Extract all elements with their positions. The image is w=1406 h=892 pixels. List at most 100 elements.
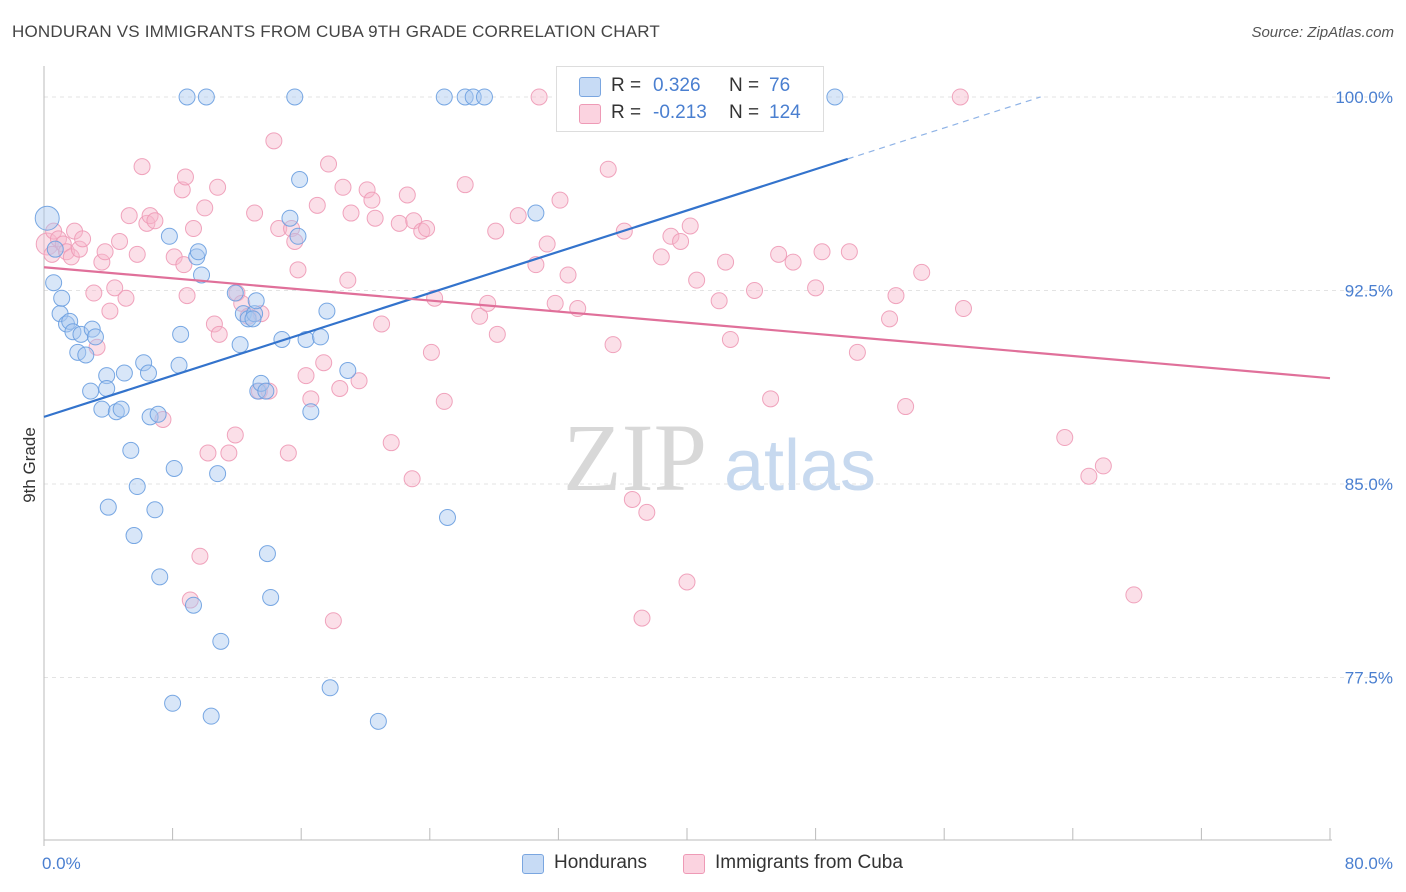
hondurans-point xyxy=(146,501,164,519)
hondurans-point xyxy=(527,204,545,222)
trend-lines xyxy=(43,96,1331,418)
cuba-point xyxy=(717,253,735,271)
cuba-point xyxy=(418,220,436,238)
cuba-point xyxy=(117,289,135,307)
hondurans-point xyxy=(115,364,133,382)
hondurans-point xyxy=(475,88,493,106)
cuba-point xyxy=(681,217,699,235)
cuba-point xyxy=(210,325,228,343)
y-tick-labels: 77.5% 85.0% 92.5% 100.0% xyxy=(1335,88,1393,688)
hondurans-point xyxy=(99,498,117,516)
cuba-point xyxy=(1094,457,1112,475)
hondurans-point xyxy=(826,88,844,106)
cuba-point xyxy=(807,279,825,297)
hondurans-point xyxy=(125,527,143,545)
cuba-point xyxy=(710,292,728,310)
cuba-point xyxy=(623,490,641,508)
cuba-point xyxy=(184,220,202,238)
hondurans-point xyxy=(262,588,280,606)
cuba-point xyxy=(74,230,92,248)
cuba-point xyxy=(688,271,706,289)
r-label: R = xyxy=(611,102,642,123)
cuba-point xyxy=(270,220,288,238)
cuba-swatch xyxy=(579,104,601,124)
series-cuba-points xyxy=(35,88,1143,630)
hondurans-point xyxy=(178,88,196,106)
hondurans-point xyxy=(82,382,100,400)
hondurans-point xyxy=(98,367,116,385)
hondurans-trend-extension xyxy=(847,96,1041,160)
series-hondurans-points xyxy=(34,88,844,730)
hondurans-point xyxy=(321,679,339,697)
axes xyxy=(43,66,1332,846)
hondurans-point xyxy=(435,88,453,106)
n-label: N = xyxy=(729,102,760,123)
hondurans-point xyxy=(209,465,227,483)
watermark-atlas: atlas xyxy=(724,426,876,506)
cuba-point xyxy=(390,214,408,232)
cuba-point xyxy=(297,367,315,385)
x-tick-labels: 0.0% 80.0% xyxy=(42,854,1393,873)
hondurans-point xyxy=(247,292,265,310)
hondurans-point xyxy=(107,403,125,421)
cuba-point xyxy=(220,444,238,462)
cuba-point xyxy=(881,310,899,328)
hondurans-point xyxy=(86,328,104,346)
legend-label: Hondurans xyxy=(554,852,647,873)
cuba-point xyxy=(913,263,931,281)
cuba-point xyxy=(633,609,651,627)
cuba-point xyxy=(308,196,326,214)
cuba-point xyxy=(324,612,342,630)
cuba-point xyxy=(289,261,307,279)
cuba-point xyxy=(181,591,199,609)
cuba-point xyxy=(279,444,297,462)
legend-label: Immigrants from Cuba xyxy=(715,852,903,873)
cuba-point xyxy=(672,232,690,250)
cuba-point xyxy=(320,155,338,173)
cuba-point xyxy=(456,176,474,194)
cuba-point xyxy=(813,243,831,261)
cuba-point xyxy=(382,434,400,452)
cuba-point xyxy=(286,232,304,250)
hondurans-point xyxy=(189,243,207,261)
cuba-point xyxy=(331,380,349,397)
hondurans-point xyxy=(297,330,315,348)
cuba-point xyxy=(413,222,431,240)
cuba-point xyxy=(43,245,61,263)
hondurans-point xyxy=(72,325,90,343)
cuba-point xyxy=(662,227,680,245)
cuba-point xyxy=(196,199,214,217)
hondurans-point xyxy=(149,405,167,423)
cuba-point xyxy=(191,547,209,565)
cuba-point xyxy=(265,132,283,150)
r-value: 0.326 xyxy=(653,75,701,96)
hondurans-point xyxy=(244,310,262,328)
cuba-point xyxy=(599,160,617,178)
cuba-point xyxy=(422,343,440,361)
hondurans-point xyxy=(257,382,275,400)
r-value: -0.213 xyxy=(653,102,707,123)
cuba-point xyxy=(120,207,138,225)
y-tick-label: 85.0% xyxy=(1345,475,1393,494)
cuba-point xyxy=(770,245,788,263)
hondurans-point xyxy=(291,171,309,189)
cuba-point xyxy=(101,302,119,320)
hondurans-point xyxy=(93,400,111,418)
x-tick-label: 80.0% xyxy=(1345,854,1393,873)
cuba-swatch xyxy=(683,854,705,874)
cuba-point xyxy=(358,181,376,199)
cuba-point xyxy=(141,207,159,225)
hondurans-point xyxy=(281,209,299,227)
hondurans-point xyxy=(139,364,157,382)
hondurans-point xyxy=(122,441,140,459)
hondurans-point xyxy=(34,205,60,231)
hondurans-point xyxy=(128,478,146,496)
hondurans-point xyxy=(339,361,357,379)
hondurans-point xyxy=(184,596,202,614)
cuba-point xyxy=(176,168,194,186)
cuba-point xyxy=(951,88,969,106)
chart-title: HONDURAN VS IMMIGRANTS FROM CUBA 9TH GRA… xyxy=(12,22,660,41)
cuba-point xyxy=(350,372,368,390)
stats-legend: R = 0.326 N = 76 R = -0.213 N = 124 xyxy=(556,66,824,132)
cuba-point xyxy=(471,307,489,325)
